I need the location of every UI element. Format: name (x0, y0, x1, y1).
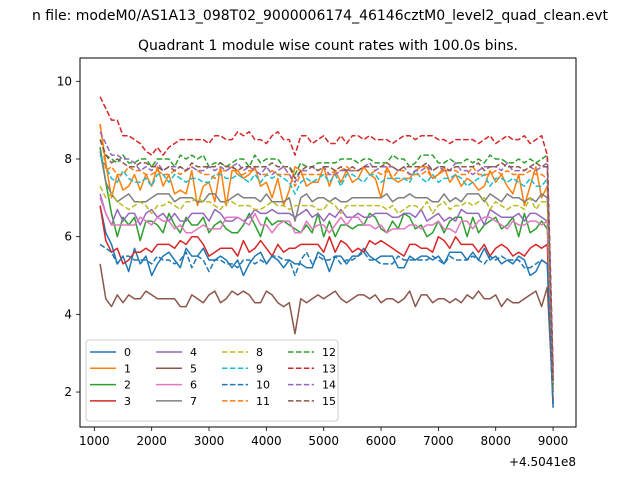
legend-label-12: 12 (322, 346, 336, 359)
legend-label-7: 7 (190, 395, 197, 408)
y-tick-label: 10 (57, 74, 72, 88)
series-line-15 (99, 139, 554, 385)
series-line-14 (99, 131, 554, 381)
series-line-11 (99, 123, 554, 377)
legend-label-4: 4 (190, 346, 197, 359)
series-line-9 (99, 154, 554, 385)
chart-title: Quadrant 1 module wise count rates with … (138, 38, 518, 54)
series-line-4 (99, 193, 554, 389)
legend-label-13: 13 (322, 362, 336, 375)
series-line-12 (99, 139, 554, 373)
legend-box (85, 339, 339, 422)
series-line-6 (99, 197, 554, 381)
y-tick-label: 2 (64, 385, 72, 399)
plot-area (99, 96, 554, 408)
legend-label-10: 10 (256, 379, 270, 392)
x-tick-label: 7000 (423, 434, 454, 448)
series-line-0 (99, 205, 554, 408)
series-line-7 (99, 151, 554, 393)
legend-label-1: 1 (124, 362, 131, 375)
legend-label-6: 6 (190, 379, 197, 392)
axis-ticks: 1000 2000 3000 4000 5000 6000 7000 8000 9000 2 4 6 8… (57, 74, 569, 448)
x-tick-label: 4000 (251, 434, 282, 448)
legend-label-5: 5 (190, 362, 197, 375)
legend-label-2: 2 (124, 379, 131, 392)
y-tick-label: 6 (64, 230, 72, 244)
series-line-8 (99, 185, 554, 389)
x-tick-label: 6000 (366, 434, 397, 448)
series-line-13 (99, 96, 554, 369)
legend-label-11: 11 (256, 395, 270, 408)
series-line-5 (99, 263, 554, 400)
x-tick-label: 1000 (79, 434, 110, 448)
x-tick-label: 3000 (194, 434, 225, 448)
x-tick-label: 2000 (136, 434, 167, 448)
legend-label-0: 0 (124, 346, 131, 359)
legend-label-15: 15 (322, 395, 336, 408)
y-tick-label: 4 (64, 307, 72, 321)
y-tick-label: 8 (64, 152, 72, 166)
legend-label-9: 9 (256, 362, 263, 375)
x-tick-label: 5000 (308, 434, 339, 448)
figure-suptitle: n file: modeM0/AS1A13_098T02_9000006174_… (32, 8, 609, 24)
legend-label-14: 14 (322, 379, 336, 392)
series-line-3 (99, 205, 554, 404)
axes-frame (79, 57, 577, 428)
legend-label-3: 3 (124, 395, 131, 408)
x-tick-label: 9000 (538, 434, 569, 448)
legend-label-8: 8 (256, 346, 263, 359)
series-line-10 (99, 243, 554, 408)
series-line-1 (99, 123, 554, 377)
x-axis-offset-label: +4.5041e8 (509, 455, 576, 469)
x-tick-label: 8000 (480, 434, 511, 448)
